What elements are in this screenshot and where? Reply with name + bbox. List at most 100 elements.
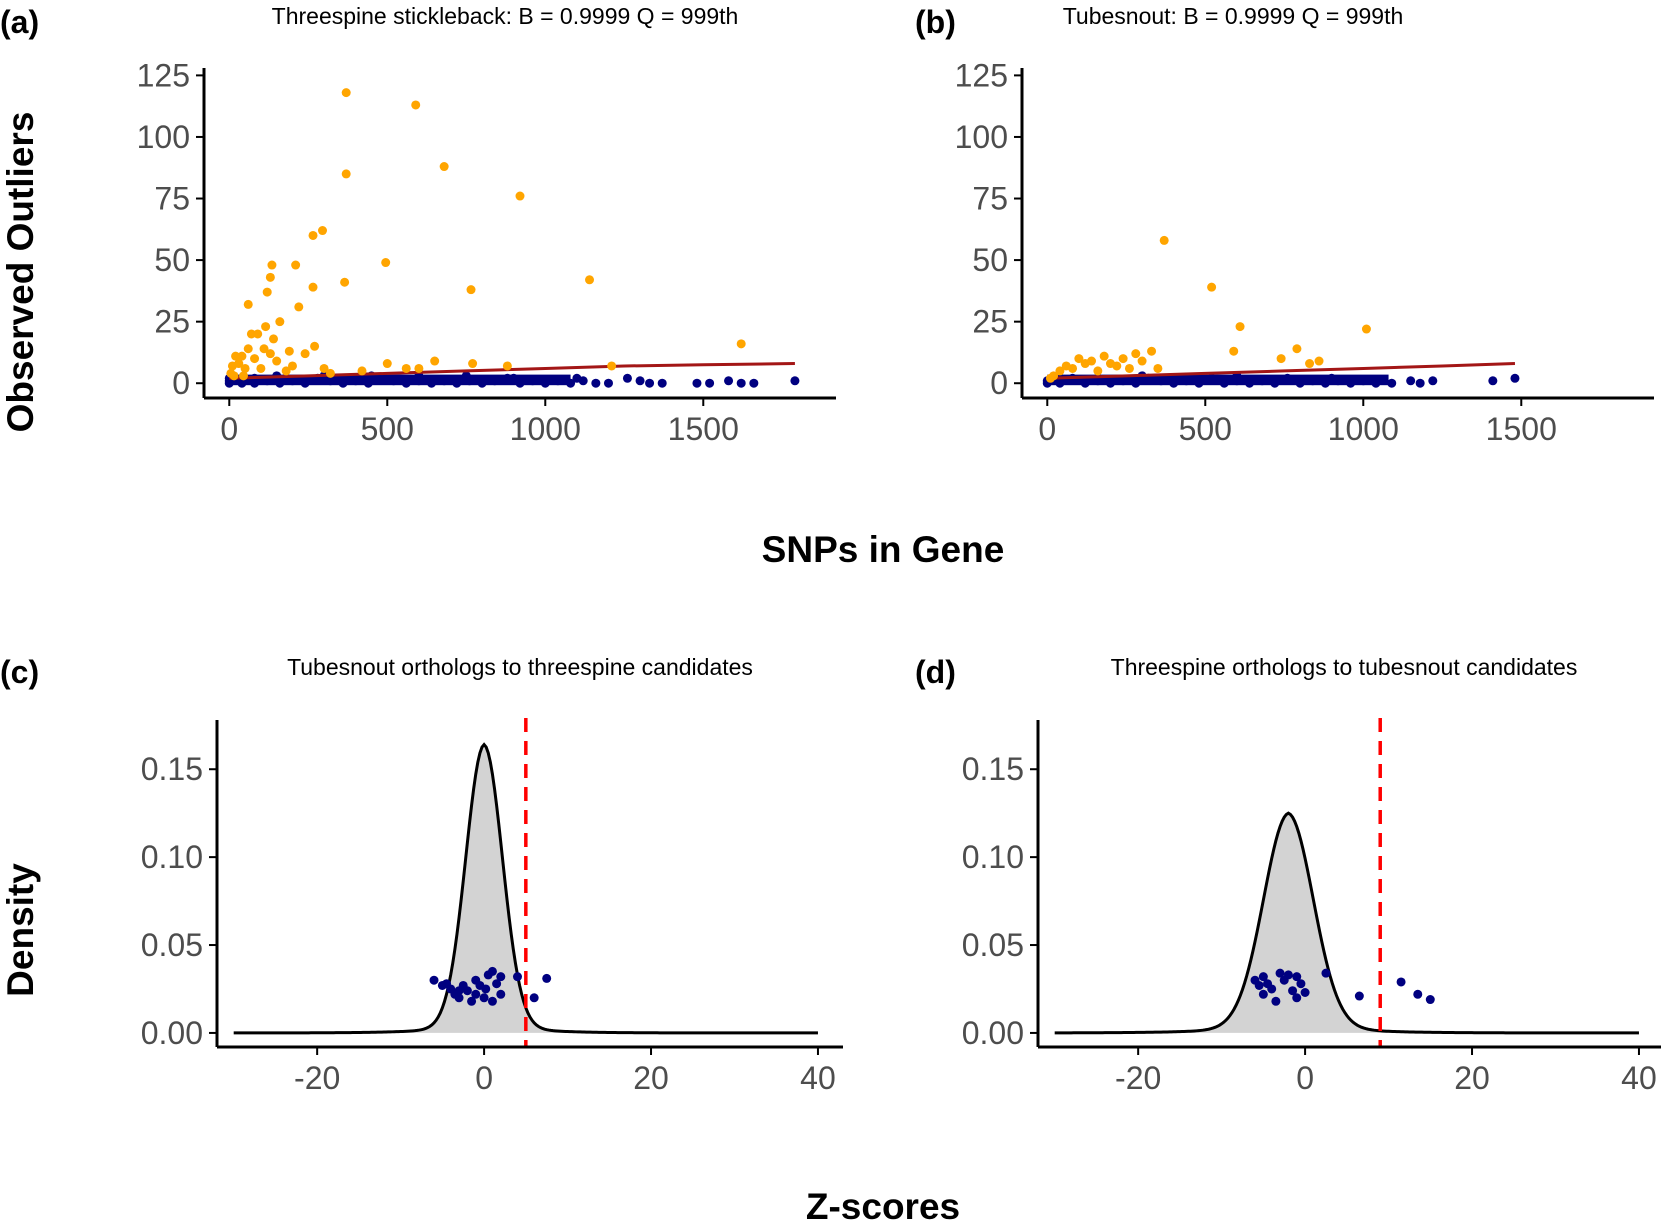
gene-point xyxy=(657,378,667,388)
outlier-point xyxy=(1361,324,1371,334)
y-tick-label: 0.15 xyxy=(962,751,1024,787)
outlier-point xyxy=(243,299,253,309)
outlier-point xyxy=(310,341,320,351)
candidate-point xyxy=(1292,972,1302,982)
candidate-point xyxy=(1275,968,1285,978)
candidate-point xyxy=(1413,989,1423,999)
candidate-point xyxy=(542,973,552,983)
outlier-point xyxy=(585,275,595,285)
outlier-point xyxy=(1137,356,1147,366)
candidate-point xyxy=(1425,995,1435,1005)
candidate-point xyxy=(1354,991,1364,1001)
panel-c: (c) Tubesnout orthologs to threespine can… xyxy=(0,654,843,1096)
gene-point xyxy=(1415,378,1425,388)
panel-d: (d) Threespine orthologs to tubesnout can… xyxy=(915,654,1661,1096)
outlier-point xyxy=(1153,363,1163,373)
candidate-point xyxy=(1292,993,1302,1003)
outlier-point xyxy=(607,361,617,371)
outlier-point xyxy=(281,366,291,376)
outlier-point xyxy=(340,277,350,287)
outlier-point xyxy=(341,169,351,179)
gene-point xyxy=(749,378,759,388)
outlier-point xyxy=(325,368,335,378)
outlier-point xyxy=(265,272,275,282)
outlier-point xyxy=(1112,361,1122,371)
gene-point xyxy=(790,376,800,386)
y-tick-label: 50 xyxy=(154,242,190,278)
y-tick-label: 0.00 xyxy=(962,1015,1024,1051)
outlier-point xyxy=(294,302,304,312)
x-tick-label: 20 xyxy=(1454,1060,1490,1096)
y-tick-label: 0 xyxy=(990,365,1008,401)
outlier-point xyxy=(265,349,275,359)
gene-point xyxy=(1488,376,1498,386)
outlier-point xyxy=(1235,322,1245,332)
gene-point xyxy=(736,378,746,388)
outlier-point xyxy=(231,351,241,361)
panel-a: (a) Threespine stickleback: B = 0.9999 Q … xyxy=(0,3,836,447)
candidate-point xyxy=(462,986,472,996)
outlier-point xyxy=(1074,354,1084,364)
outlier-point xyxy=(439,162,449,172)
gene-band xyxy=(229,374,571,386)
candidate-point xyxy=(496,972,506,982)
outlier-point xyxy=(414,363,424,373)
candidate-point xyxy=(1300,988,1310,997)
outlier-point xyxy=(246,329,256,339)
x-tick-label: 1000 xyxy=(510,411,581,447)
shared-x-axis-title-top: SNPs in Gene xyxy=(762,529,1005,570)
outlier-point xyxy=(291,260,301,270)
outlier-point xyxy=(1093,366,1103,376)
x-tick-label: 1500 xyxy=(668,411,739,447)
outlier-point xyxy=(261,322,271,332)
candidate-point xyxy=(1288,986,1298,996)
outlier-point xyxy=(1124,363,1134,373)
gene-point xyxy=(622,373,632,383)
outlier-point xyxy=(1068,363,1078,373)
outlier-point xyxy=(308,230,318,240)
y-tick-label: 0.00 xyxy=(141,1015,203,1051)
outlier-point xyxy=(1099,351,1109,361)
x-tick-label: -20 xyxy=(1115,1060,1161,1096)
candidate-point xyxy=(1267,984,1277,994)
y-tick-label: 50 xyxy=(972,242,1008,278)
outlier-point xyxy=(229,371,239,381)
outlier-point xyxy=(502,361,512,371)
outlier-point xyxy=(300,349,310,359)
outlier-point xyxy=(1055,366,1065,376)
outlier-point xyxy=(267,260,277,270)
candidate-point xyxy=(492,979,502,989)
shared-y-axis-title-top: Observed Outliers xyxy=(0,112,41,433)
outlier-point xyxy=(1305,359,1315,369)
outlier-point xyxy=(1229,346,1239,356)
outlier-point xyxy=(1292,344,1302,354)
gene-point xyxy=(591,378,601,388)
shared-y-axis-title-bottom: Density xyxy=(0,863,41,997)
outlier-point xyxy=(250,354,260,364)
x-tick-label: 500 xyxy=(361,411,414,447)
outlier-point xyxy=(1276,354,1286,364)
outlier-point xyxy=(1045,373,1055,383)
outlier-point xyxy=(466,285,476,295)
y-tick-label: 0 xyxy=(172,365,190,401)
y-tick-label: 25 xyxy=(154,304,190,340)
candidate-point xyxy=(454,993,464,1003)
outlier-point xyxy=(1314,356,1324,366)
outlier-point xyxy=(262,287,272,297)
outlier-point xyxy=(272,356,282,366)
gene-point xyxy=(645,378,655,388)
candidate-point xyxy=(1321,968,1331,978)
y-tick-label: 0.10 xyxy=(962,839,1024,875)
y-tick-label: 75 xyxy=(972,181,1008,217)
outlier-point xyxy=(253,329,263,339)
outlier-point xyxy=(1087,356,1097,366)
gene-point xyxy=(692,378,702,388)
x-tick-label: 0 xyxy=(1296,1060,1314,1096)
candidate-point xyxy=(454,986,464,996)
outlier-point xyxy=(259,344,269,354)
shared-x-axis-title-bottom: Z-scores xyxy=(806,1186,960,1227)
y-tick-label: 125 xyxy=(955,57,1008,93)
y-tick-label: 75 xyxy=(154,181,190,217)
outlier-point xyxy=(240,363,250,373)
